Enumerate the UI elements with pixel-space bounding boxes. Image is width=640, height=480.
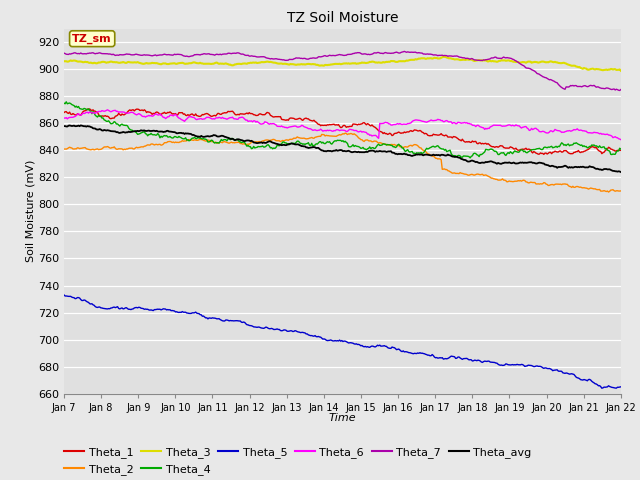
Legend: Theta_1, Theta_2, Theta_3, Theta_4, Theta_5, Theta_6, Theta_7, Theta_avg: Theta_1, Theta_2, Theta_3, Theta_4, Thet…	[60, 443, 536, 479]
Text: TZ_sm: TZ_sm	[72, 34, 112, 44]
Y-axis label: Soil Moisture (mV): Soil Moisture (mV)	[25, 160, 35, 263]
X-axis label: Time: Time	[328, 413, 356, 422]
Title: TZ Soil Moisture: TZ Soil Moisture	[287, 11, 398, 25]
